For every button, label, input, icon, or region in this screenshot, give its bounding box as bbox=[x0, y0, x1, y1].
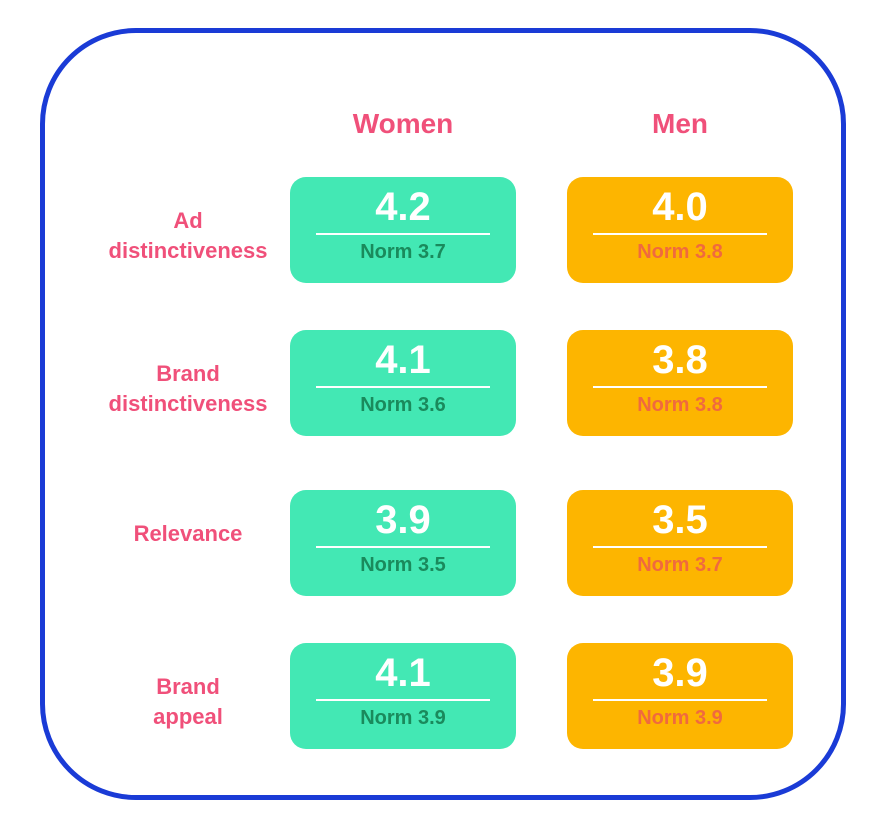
row-label-line: distinctiveness bbox=[108, 391, 268, 416]
divider bbox=[316, 546, 490, 548]
score-value: 3.9 bbox=[375, 498, 431, 542]
norm-value: Norm 3.5 bbox=[360, 554, 446, 576]
norm-value: Norm 3.9 bbox=[360, 707, 446, 729]
score-card-women: 4.1 Norm 3.6 bbox=[290, 330, 516, 436]
score-card-men: 3.8 Norm 3.8 bbox=[567, 330, 793, 436]
divider bbox=[316, 386, 490, 388]
score-card-women: 4.2 Norm 3.7 bbox=[290, 177, 516, 283]
row-label-line: Relevance bbox=[133, 521, 243, 546]
norm-value: Norm 3.6 bbox=[360, 394, 446, 416]
divider bbox=[593, 233, 767, 235]
score-value: 4.1 bbox=[375, 338, 431, 382]
score-value: 3.5 bbox=[652, 498, 708, 542]
score-card-women: 4.1 Norm 3.9 bbox=[290, 643, 516, 749]
norm-value: Norm 3.9 bbox=[637, 707, 723, 729]
divider bbox=[593, 699, 767, 701]
column-header-women: Women bbox=[352, 108, 454, 139]
row-label-ad-distinctiveness: Ad distinctiveness bbox=[70, 206, 306, 266]
norm-value: Norm 3.7 bbox=[360, 241, 446, 263]
divider bbox=[593, 386, 767, 388]
score-card-women: 3.9 Norm 3.5 bbox=[290, 490, 516, 596]
score-value: 4.1 bbox=[375, 651, 431, 695]
score-value: 3.9 bbox=[652, 651, 708, 695]
row-label-line: Brand bbox=[156, 674, 220, 699]
norm-value: Norm 3.8 bbox=[637, 394, 723, 416]
score-value: 4.2 bbox=[375, 185, 431, 229]
score-card-men: 3.9 Norm 3.9 bbox=[567, 643, 793, 749]
row-label-brand-appeal: Brand appeal bbox=[70, 672, 306, 732]
row-label-line: appeal bbox=[153, 704, 223, 729]
norm-value: Norm 3.7 bbox=[637, 554, 723, 576]
score-value: 3.8 bbox=[652, 338, 708, 382]
row-label-line: Ad bbox=[173, 208, 203, 233]
divider bbox=[593, 546, 767, 548]
divider bbox=[316, 233, 490, 235]
row-label-relevance: Relevance bbox=[70, 519, 306, 549]
score-card-men: 4.0 Norm 3.8 bbox=[567, 177, 793, 283]
row-label-line: Brand bbox=[156, 361, 220, 386]
row-label-brand-distinctiveness: Brand distinctiveness bbox=[70, 359, 306, 419]
row-label-line: distinctiveness bbox=[108, 238, 268, 263]
score-value: 4.0 bbox=[652, 185, 708, 229]
column-header-men: Men bbox=[652, 108, 708, 139]
divider bbox=[316, 699, 490, 701]
score-card-men: 3.5 Norm 3.7 bbox=[567, 490, 793, 596]
norm-value: Norm 3.8 bbox=[637, 241, 723, 263]
